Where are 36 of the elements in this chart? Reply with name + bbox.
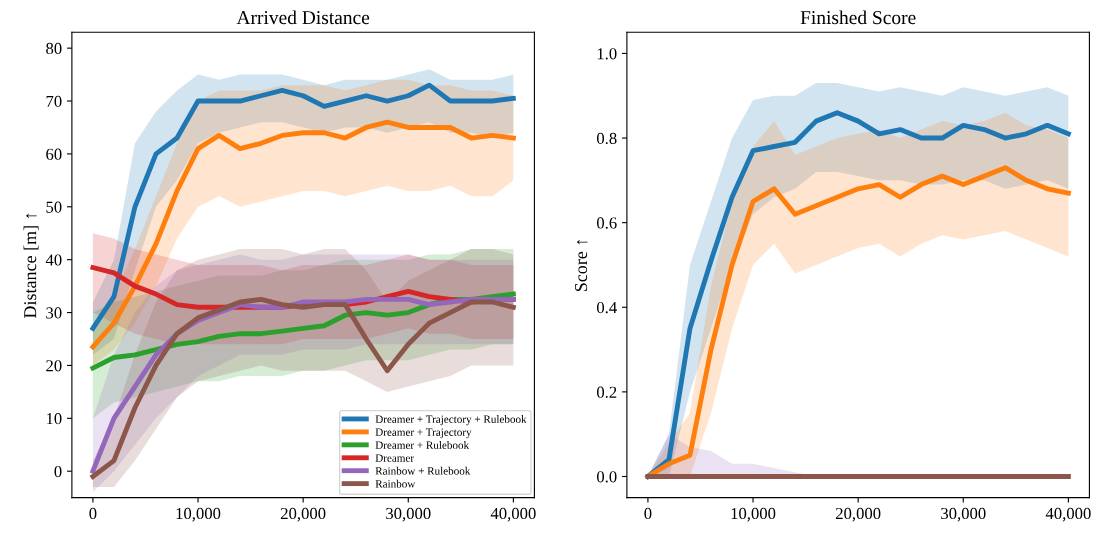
legend-label: Rainbow xyxy=(375,479,416,488)
x-tick-label: 20,000 xyxy=(835,507,881,522)
x-tick-label: 0 xyxy=(644,507,652,520)
y-tick-label: 0.4 xyxy=(596,301,617,314)
y-tick-label: 0.2 xyxy=(596,386,617,398)
y-tick-label: 0.8 xyxy=(596,132,617,145)
y-tick-label: 40 xyxy=(45,254,62,266)
x-tick-label: 0 xyxy=(89,507,97,520)
y-tick-label: 0 xyxy=(54,465,62,478)
y-tick-label: 70 xyxy=(46,95,62,107)
x-tick-label: 40,000 xyxy=(490,507,536,522)
y-tick-label: 1.0 xyxy=(597,48,617,60)
x-tick-label: 30,000 xyxy=(386,507,431,522)
x-tick-label: 40,000 xyxy=(1045,507,1091,522)
y-tick-label: 0.0 xyxy=(596,471,617,483)
y-tick-label: 80 xyxy=(46,42,62,55)
legend-label: Dreamer + Rulebook xyxy=(375,441,470,449)
chart-title: Arrived Distance xyxy=(236,10,370,25)
y-tick-label: 30 xyxy=(46,307,62,319)
x-tick-label: 30,000 xyxy=(941,507,986,522)
x-tick-label: 20,000 xyxy=(280,507,326,522)
y-tick-label: 10 xyxy=(46,413,62,425)
legend-label: Dreamer + Trajectory xyxy=(375,428,472,439)
y-tick-label: 50 xyxy=(46,201,62,213)
y-axis-title: Distance [m] ↑ xyxy=(23,213,39,319)
line-series xyxy=(90,119,516,350)
chart-title: Finished Score xyxy=(800,10,916,25)
y-tick-label: 60 xyxy=(46,148,62,160)
legend-label: Rainbow + Rulebook xyxy=(375,466,471,475)
y-tick-label: 20 xyxy=(46,360,62,372)
y-axis-title: Score ↑ xyxy=(574,240,588,292)
x-tick-label: 10,000 xyxy=(176,507,221,522)
legend-label: Dreamer + Trajectory + Rulebook xyxy=(375,415,527,426)
x-tick-label: 10,000 xyxy=(731,507,776,522)
y-tick-label: 0.6 xyxy=(596,217,617,229)
legend-label: Dreamer xyxy=(375,454,414,462)
